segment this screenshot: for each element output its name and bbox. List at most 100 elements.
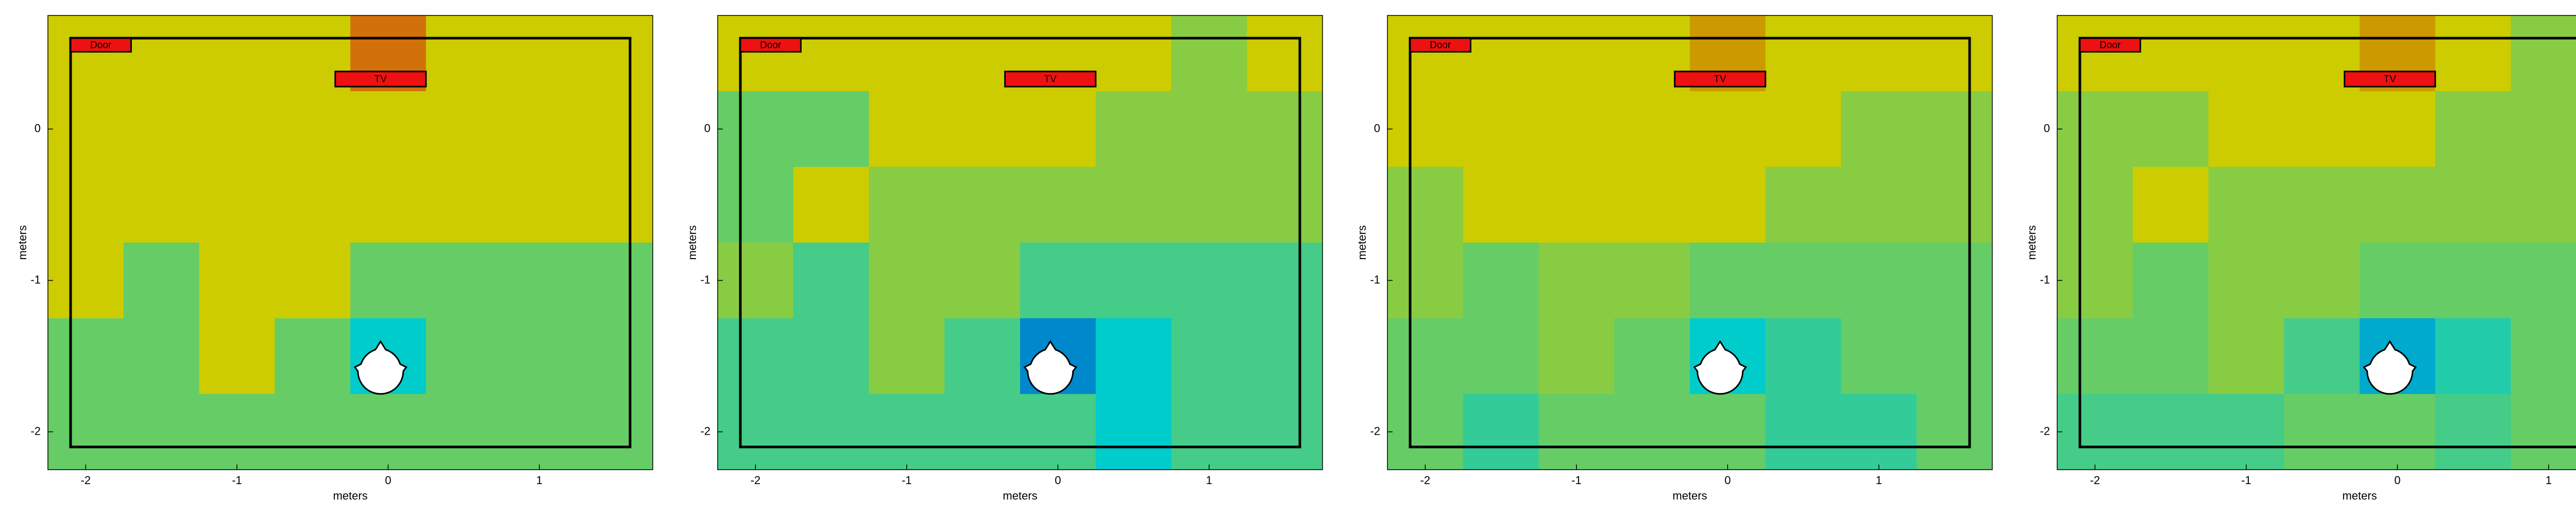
heatmap-cell bbox=[1020, 243, 1096, 319]
x-axis-label: meters bbox=[1003, 489, 1037, 502]
heatmap-cell bbox=[869, 394, 945, 470]
x-tick-label: 0 bbox=[2394, 474, 2400, 487]
heatmap-cell bbox=[123, 167, 199, 243]
heatmap-cell bbox=[123, 15, 199, 92]
heatmap-cell bbox=[869, 15, 945, 92]
heatmap-cell bbox=[2435, 243, 2511, 319]
heatmap-cell bbox=[48, 91, 124, 167]
heatmap-cell bbox=[2511, 394, 2576, 470]
heatmap-cell bbox=[793, 167, 869, 243]
object-box bbox=[1674, 71, 1767, 88]
heatmap-cell bbox=[718, 15, 794, 92]
heatmap-cell bbox=[2208, 15, 2284, 92]
heatmap-cell bbox=[1538, 167, 1615, 243]
heatmap-cell bbox=[944, 318, 1021, 394]
heatmap-cell bbox=[2284, 243, 2360, 319]
heatmap-cell bbox=[2132, 91, 2209, 167]
heatmap-cell bbox=[1247, 91, 1323, 167]
heatmap-cell bbox=[2132, 243, 2209, 319]
heatmap-cell bbox=[2435, 15, 2511, 92]
heatmap-cell bbox=[2435, 91, 2511, 167]
heatmap-cell bbox=[1917, 318, 1993, 394]
heatmap-cell bbox=[1171, 318, 1247, 394]
x-axis-label: meters bbox=[333, 489, 367, 502]
room-outline bbox=[2078, 37, 2576, 449]
heatmap-cell bbox=[48, 167, 124, 243]
object-label: Door bbox=[760, 40, 782, 50]
heatmap-cell bbox=[944, 394, 1021, 470]
heatmap-cell bbox=[2511, 91, 2576, 167]
y-tick-label: 0 bbox=[1374, 122, 1380, 134]
heatmap-cell bbox=[501, 394, 578, 470]
room-outline bbox=[69, 37, 632, 449]
heatmap-cell bbox=[48, 394, 124, 470]
heatmap-cell bbox=[1765, 15, 1841, 92]
heatmap-cell bbox=[1614, 91, 1690, 167]
heatmap-cell bbox=[1095, 167, 1172, 243]
object-label: TV bbox=[1044, 74, 1057, 84]
heatmap-cell bbox=[1463, 318, 1539, 394]
heatmap-cell bbox=[2132, 167, 2209, 243]
heatmap-cell bbox=[1387, 243, 1464, 319]
heatmap-cell bbox=[2057, 394, 2133, 470]
heatmap-cell bbox=[577, 318, 653, 394]
object-label: TV bbox=[375, 74, 387, 84]
heatmap-cell bbox=[1463, 91, 1539, 167]
plot-frame bbox=[47, 15, 653, 470]
heatmap-cell bbox=[718, 318, 794, 394]
heatmap-cell bbox=[2208, 243, 2284, 319]
heatmap-cell bbox=[2057, 243, 2133, 319]
heatmap-cell bbox=[426, 167, 502, 243]
heatmap-cell bbox=[501, 243, 578, 319]
heatmap-cell bbox=[793, 91, 869, 167]
heatmap-cell bbox=[1247, 394, 1323, 470]
heatmap-cell bbox=[1171, 91, 1247, 167]
heatmap-cell bbox=[48, 15, 124, 92]
heatmap-cell bbox=[2057, 167, 2133, 243]
y-axis-label: meters bbox=[2025, 225, 2038, 260]
panel: -2 -1 0 1 -2 -1 0 meters meters Door TV bbox=[1355, 15, 1993, 502]
x-tick-label: 0 bbox=[1724, 474, 1731, 487]
heatmap-cell bbox=[2284, 394, 2360, 470]
x-tick-label: -1 bbox=[1571, 474, 1582, 487]
heatmap-cell bbox=[2208, 318, 2284, 394]
heatmap-cell bbox=[1171, 167, 1247, 243]
room-outline bbox=[1409, 37, 1971, 449]
panel: -2 -1 0 1 -2 -1 0 meters meters Door TV bbox=[686, 15, 1323, 502]
heatmap-cell bbox=[123, 394, 199, 470]
object-box bbox=[2344, 71, 2436, 88]
room-outline bbox=[739, 37, 1301, 449]
y-tick-label: 0 bbox=[2044, 122, 2050, 134]
heatmap-cell bbox=[275, 167, 351, 243]
y-tick-label: -1 bbox=[2040, 273, 2050, 286]
x-tick-label: -2 bbox=[2090, 474, 2100, 487]
heatmap-cell bbox=[1614, 318, 1690, 394]
heatmap-cell bbox=[1917, 91, 1993, 167]
x-axis-label: meters bbox=[2342, 489, 2377, 502]
heatmap-cell bbox=[577, 15, 653, 92]
heatmap-cell bbox=[577, 243, 653, 319]
heatmap-cell bbox=[1020, 167, 1096, 243]
heatmap-cell bbox=[350, 167, 427, 243]
heatmap-cell bbox=[577, 91, 653, 167]
heatmap-cell bbox=[1247, 243, 1323, 319]
heatmap-cell bbox=[2284, 167, 2360, 243]
heatmap-cell bbox=[1247, 15, 1323, 92]
x-tick-label: -1 bbox=[232, 474, 242, 487]
heatmap-cell bbox=[2208, 394, 2284, 470]
head-icon bbox=[1023, 340, 1077, 395]
heatmap-cell bbox=[1841, 15, 1917, 92]
heatmap-cell bbox=[1387, 91, 1464, 167]
x-tick-label: 0 bbox=[1055, 474, 1061, 487]
object-box bbox=[70, 37, 132, 53]
head-icon bbox=[353, 340, 408, 395]
head-icon bbox=[2363, 340, 2417, 395]
heatmap-cell bbox=[2208, 91, 2284, 167]
heatmap-cell bbox=[350, 394, 427, 470]
heatmap-cell bbox=[1765, 167, 1841, 243]
x-tick-label: 1 bbox=[2546, 474, 2552, 487]
heatmap-cell bbox=[577, 394, 653, 470]
heatmap-cell bbox=[1690, 394, 1766, 470]
heatmap-cell bbox=[2511, 167, 2576, 243]
heatmap-cell bbox=[2360, 91, 2436, 167]
